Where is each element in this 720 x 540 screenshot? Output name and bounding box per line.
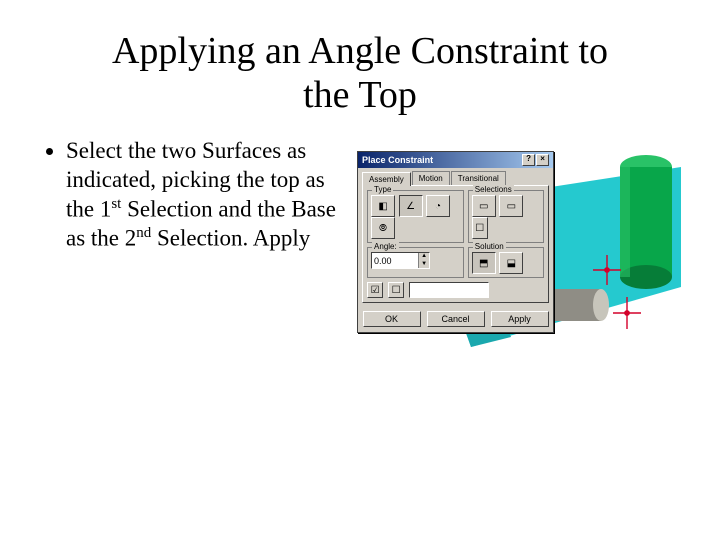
type-insert-icon[interactable]: ⦾	[371, 217, 395, 239]
cancel-button[interactable]: Cancel	[427, 311, 485, 327]
group-selections: Selections ▭ ▭ ☐	[468, 190, 544, 243]
ok-button[interactable]: OK	[363, 311, 421, 327]
angle-spinner[interactable]: ▲ ▼	[371, 252, 430, 269]
bullet-column: Select the two Surfaces as indicated, pi…	[40, 137, 339, 259]
group-angle: Angle: ▲ ▼	[367, 247, 464, 278]
slide-title: Applying an Angle Constraint to the Top	[40, 30, 680, 117]
type-angle-icon[interactable]: ∠	[399, 195, 423, 217]
spin-down-icon[interactable]: ▼	[418, 261, 429, 269]
group-type-label: Type	[372, 185, 393, 194]
selection-2-button[interactable]: ▭	[499, 195, 523, 217]
bullet-text-post: Selection. Apply	[151, 226, 310, 251]
apply-button[interactable]: Apply	[491, 311, 549, 327]
title-line-2: the Top	[303, 74, 417, 116]
help-button[interactable]: ?	[522, 154, 535, 166]
bullet-sup-2: nd	[136, 225, 151, 241]
dialog-titlebar[interactable]: Place Constraint ? ×	[358, 152, 553, 168]
tab-transitional[interactable]: Transitional	[451, 171, 506, 185]
dialog-tabs: Assembly Motion Transitional	[358, 168, 553, 185]
selection-1-button[interactable]: ▭	[472, 195, 496, 217]
type-tangent-icon[interactable]: ◔	[426, 195, 450, 217]
tab-assembly[interactable]: Assembly	[362, 172, 411, 186]
window-buttons: ? ×	[522, 154, 549, 166]
solution-2-icon[interactable]: ⬓	[499, 252, 523, 274]
group-solution: Solution ⬒ ⬓	[468, 247, 544, 278]
name-field[interactable]	[409, 282, 489, 298]
type-mate-icon[interactable]: ◧	[371, 195, 395, 217]
bullet-list: Select the two Surfaces as indicated, pi…	[40, 137, 339, 253]
spinner-arrows: ▲ ▼	[418, 253, 429, 268]
big-cylinder-hilight	[620, 167, 630, 277]
solution-1-icon[interactable]: ⬒	[472, 252, 496, 274]
slide: Applying an Angle Constraint to the Top …	[0, 0, 720, 540]
figure: Place Constraint ? × Assembly Motion Tra…	[351, 137, 680, 347]
bullet-sup-1: st	[111, 196, 121, 212]
angle-input[interactable]	[372, 253, 418, 268]
title-line-1: Applying an Angle Constraint to	[112, 30, 608, 72]
dialog-button-row: OK Cancel Apply	[358, 307, 553, 332]
spin-up-icon[interactable]: ▲	[418, 253, 429, 261]
pick-part-checkbox[interactable]: ☐	[472, 217, 488, 239]
row-type-selections: Type ◧ ∠ ◔ ⦾ Selections ▭ ▭ ☐	[367, 190, 544, 243]
group-solution-label: Solution	[473, 242, 506, 251]
dialog-title: Place Constraint	[362, 155, 433, 165]
angle-label: Angle:	[372, 242, 399, 251]
predict-offset-checkbox[interactable]: ☐	[388, 282, 404, 298]
group-type: Type ◧ ∠ ◔ ⦾	[367, 190, 464, 243]
bullet-item: Select the two Surfaces as indicated, pi…	[66, 137, 339, 253]
row-angle-solution: Angle: ▲ ▼ Solution ⬒	[367, 247, 544, 278]
close-button[interactable]: ×	[536, 154, 549, 166]
group-selections-label: Selections	[473, 185, 514, 194]
place-constraint-dialog: Place Constraint ? × Assembly Motion Tra…	[357, 151, 554, 333]
body-row: Select the two Surfaces as indicated, pi…	[40, 137, 680, 347]
dialog-body: Type ◧ ∠ ◔ ⦾ Selections ▭ ▭ ☐	[362, 185, 549, 303]
small-cylinder-front	[593, 289, 609, 321]
row-show-preview: ☑ ☐	[367, 282, 544, 298]
tab-motion[interactable]: Motion	[412, 171, 450, 185]
show-preview-checkbox[interactable]: ☑	[367, 282, 383, 298]
